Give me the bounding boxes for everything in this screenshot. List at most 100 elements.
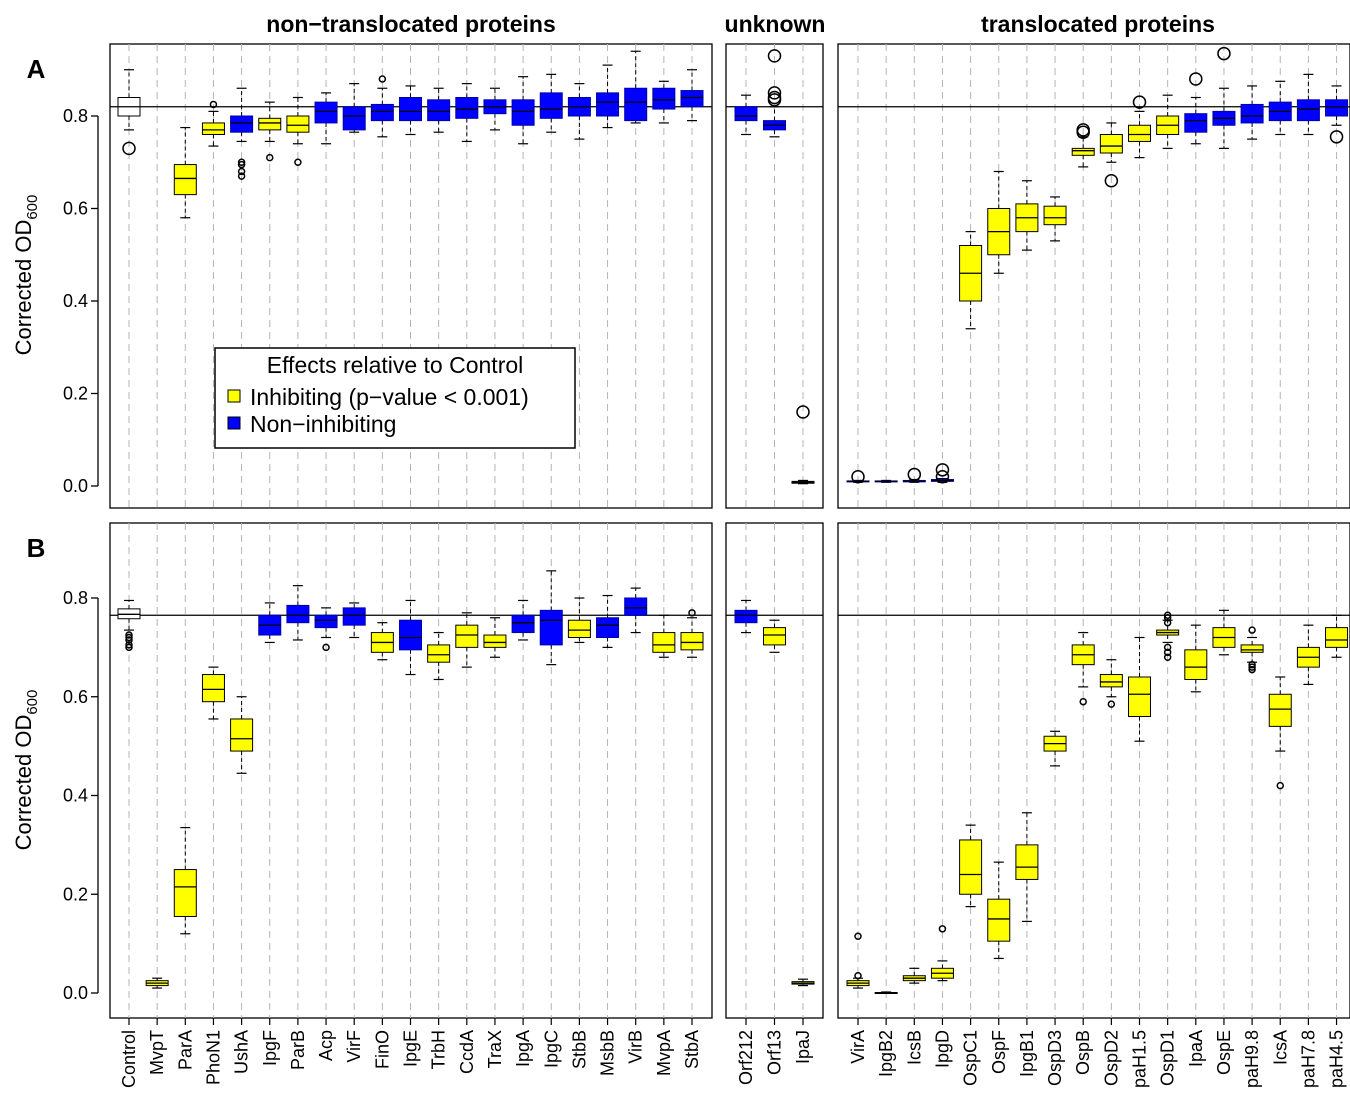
category-label: IpgB1 [1017,1030,1037,1077]
box-body [1240,103,1264,124]
box-body [539,609,563,646]
outlier-point [1248,660,1256,669]
panel-b-group-0 [109,522,713,1019]
box-body [624,87,648,122]
box-body [427,99,451,122]
outlier-point [209,100,218,109]
box-MsbB [596,594,620,648]
legend-swatch-non-inhibiting [227,416,241,430]
panel-frame [837,43,1350,509]
box-body [201,674,225,703]
y-tick-label: 0.4 [63,786,88,806]
box-IpaA [1184,624,1208,693]
box-body [511,614,535,634]
box-body [399,619,422,651]
box-body [483,634,507,648]
box-IpaA [1184,72,1208,145]
box-IcsA [1268,80,1292,136]
box-body [286,604,310,624]
box-StbB [567,83,591,140]
box-body [567,619,591,638]
box-UshA [230,87,254,180]
box-IpgC [539,570,563,666]
group-title-unknown: unknown [725,11,826,37]
category-label: IpgB2 [876,1030,896,1077]
outlier-point [1163,618,1172,627]
outlier-point [1107,700,1116,708]
box-IpaH9.8 [1240,85,1264,140]
category-label: OspF [989,1030,1009,1074]
box-body [680,90,704,108]
panel-a-group-2 [837,43,1350,509]
y-axis-label: Corrected OD600 [11,690,41,851]
box-body [1099,674,1123,688]
outlier-point [767,93,782,107]
category-label: IpaA [1186,1030,1206,1067]
category-label: TraX [485,1030,505,1068]
box-Acp [314,607,338,652]
box-ParA [173,126,197,219]
outlier-point [1276,781,1284,790]
box-ParB [286,585,310,641]
box-Orf13 [763,619,786,653]
category-label: OspD1 [1158,1030,1178,1086]
box-body [173,869,197,917]
category-label: paH4.5 [1327,1030,1347,1088]
box-IpgB1 [1015,180,1039,251]
panel-letter: B [27,533,46,563]
box-IcsB [902,967,926,984]
box-FinO [370,622,394,661]
box-body [680,632,704,651]
box-body [652,87,676,110]
outlier-point [1163,653,1172,661]
box-TraX [483,617,507,658]
box-OspD2 [1099,122,1123,188]
category-label: paH1.5 [1130,1030,1150,1088]
box-OspB [1071,631,1095,706]
box-body [286,115,310,133]
category-label: VirF [344,1030,364,1063]
outlier-point [1248,663,1256,671]
box-IpaJ [791,978,815,987]
box-StbA [680,69,704,122]
legend-label-inhibiting: Inhibiting (p−value < 0.001) [250,384,529,410]
y-tick-label: 0.0 [63,476,88,496]
y-tick-label: 0.8 [63,106,88,126]
box-body [173,164,197,196]
box-StbA [680,609,704,658]
box-StbB [567,597,591,644]
y-tick-label: 0.0 [63,983,88,1003]
box-Control [117,69,141,156]
box-VirF [342,602,366,639]
box-Orf212 [734,599,758,634]
y-axis: 0.0 0.2 0.4 0.6 0.8 Corrected OD600 [11,106,99,496]
outlier-point [1076,125,1090,139]
box-body [734,609,758,624]
box-IpgB1 [1015,812,1039,923]
box-body [596,617,620,638]
box-ParA [173,826,197,935]
outlier-point [378,75,387,83]
box-MsbB [596,64,620,129]
outlier-point [935,470,950,484]
box-body [596,92,620,117]
category-label: CcdA [457,1030,477,1074]
box-body [314,614,338,629]
box-body [1015,844,1039,880]
outlier-point [1189,72,1203,86]
box-IpaJ [791,405,815,485]
box-OspB [1071,123,1095,168]
outlier-point [1104,174,1119,188]
box-MvpA [652,614,676,658]
outlier-point [237,160,246,169]
box-body [1240,644,1264,653]
outlier-point [125,641,133,649]
box-VirF [342,83,366,133]
legend-box [214,347,576,449]
box-body [1268,693,1292,727]
box-body [1128,676,1151,717]
category-label: OspC1 [961,1030,981,1086]
panel-letter: A [27,54,46,84]
category-label: StbB [569,1030,589,1069]
